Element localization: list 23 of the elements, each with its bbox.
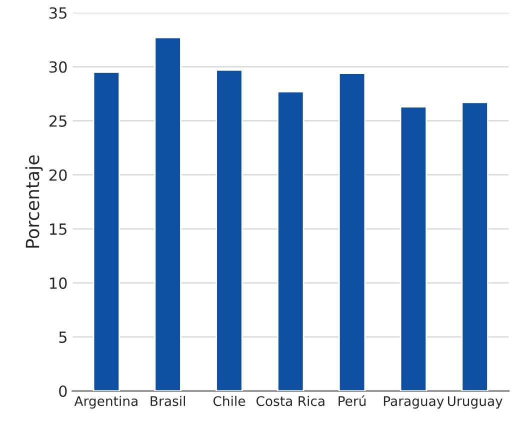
bar [461,102,488,391]
x-tick-label: Costa Rica [256,396,324,406]
bar [338,72,366,391]
x-tick-label: Chile [213,396,246,406]
bar [216,69,243,391]
y-axis-title: Porcentaje [25,155,43,248]
y-tick-label: 15 [50,224,66,235]
bar [154,36,182,391]
bar [92,71,120,391]
y-tick-label: 30 [50,61,67,73]
y-tick-label: 20 [49,169,67,181]
x-tick-label: Paraguay [384,396,444,409]
y-tick-label: 0 [59,385,67,398]
x-tick-label: Brasil [150,396,185,406]
y-tick-label: 35 [50,7,66,19]
x-tick-label: Argentina [74,396,138,409]
y-tick-label: 25 [49,115,66,127]
y-tick-label: 10 [50,277,67,289]
bar [277,90,304,391]
x-tick-label: Uruguay [448,396,502,409]
bar [400,106,428,391]
y-tick-label: 5 [59,332,66,343]
x-tick-label: Perú [338,395,366,406]
